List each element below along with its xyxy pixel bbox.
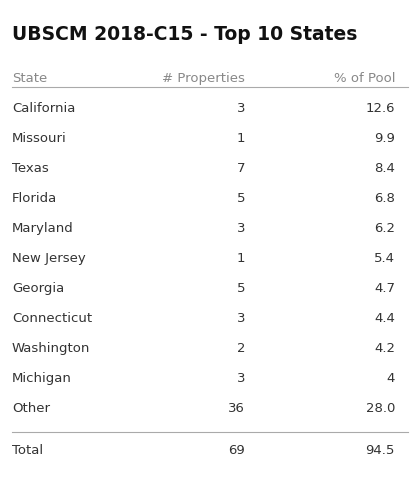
Text: 28.0: 28.0 — [366, 402, 395, 415]
Text: 8.4: 8.4 — [374, 162, 395, 175]
Text: % of Pool: % of Pool — [333, 72, 395, 85]
Text: Missouri: Missouri — [12, 132, 67, 145]
Text: Washington: Washington — [12, 342, 90, 355]
Text: 3: 3 — [236, 372, 245, 385]
Text: 5.4: 5.4 — [374, 252, 395, 265]
Text: 4.7: 4.7 — [374, 282, 395, 295]
Text: State: State — [12, 72, 47, 85]
Text: # Properties: # Properties — [162, 72, 245, 85]
Text: 3: 3 — [236, 222, 245, 235]
Text: 3: 3 — [236, 312, 245, 325]
Text: Maryland: Maryland — [12, 222, 74, 235]
Text: Georgia: Georgia — [12, 282, 64, 295]
Text: 4.2: 4.2 — [374, 342, 395, 355]
Text: 1: 1 — [236, 252, 245, 265]
Text: 5: 5 — [236, 282, 245, 295]
Text: 5: 5 — [236, 192, 245, 205]
Text: 3: 3 — [236, 102, 245, 115]
Text: 7: 7 — [236, 162, 245, 175]
Text: New Jersey: New Jersey — [12, 252, 86, 265]
Text: 1: 1 — [236, 132, 245, 145]
Text: 4: 4 — [387, 372, 395, 385]
Text: 36: 36 — [228, 402, 245, 415]
Text: Florida: Florida — [12, 192, 57, 205]
Text: 6.8: 6.8 — [374, 192, 395, 205]
Text: 4.4: 4.4 — [374, 312, 395, 325]
Text: 9.9: 9.9 — [374, 132, 395, 145]
Text: Total: Total — [12, 444, 43, 457]
Text: 69: 69 — [228, 444, 245, 457]
Text: Other: Other — [12, 402, 50, 415]
Text: 94.5: 94.5 — [366, 444, 395, 457]
Text: 6.2: 6.2 — [374, 222, 395, 235]
Text: UBSCM 2018-C15 - Top 10 States: UBSCM 2018-C15 - Top 10 States — [12, 25, 357, 44]
Text: Texas: Texas — [12, 162, 49, 175]
Text: 2: 2 — [236, 342, 245, 355]
Text: Connecticut: Connecticut — [12, 312, 92, 325]
Text: Michigan: Michigan — [12, 372, 72, 385]
Text: California: California — [12, 102, 75, 115]
Text: 12.6: 12.6 — [365, 102, 395, 115]
